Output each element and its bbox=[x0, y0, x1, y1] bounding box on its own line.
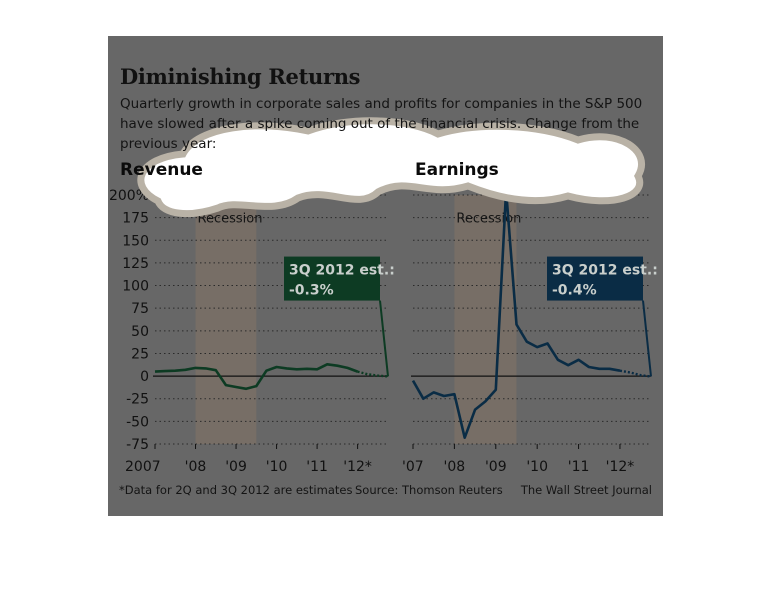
y-tick-label: 125 bbox=[122, 256, 149, 272]
earnings-x-tick-label: '12* bbox=[606, 459, 635, 475]
earnings-callout-box bbox=[547, 256, 643, 301]
footnote: *Data for 2Q and 3Q 2012 are estimates bbox=[119, 483, 353, 497]
y-tick-label: 25 bbox=[131, 346, 149, 362]
revenue-callout-box bbox=[284, 256, 380, 301]
earnings-estimate-line bbox=[619, 369, 652, 378]
revenue-recession-label: Recession bbox=[198, 212, 263, 227]
publisher-credit: The Wall Street Journal bbox=[520, 483, 652, 497]
earnings-x-tick-label: '08 bbox=[444, 459, 466, 475]
y-tick-label: 200% bbox=[109, 188, 149, 204]
source-note: Source: Thomson Reuters bbox=[355, 483, 503, 497]
y-tick-label: 50 bbox=[131, 324, 149, 340]
y-tick-label: 75 bbox=[131, 301, 149, 317]
revenue-callout-value: -0.3% bbox=[289, 283, 334, 299]
y-tick-label: 100 bbox=[122, 279, 149, 295]
earnings-x-tick-label: '11 bbox=[568, 459, 590, 475]
earnings-x-tick-label: '10 bbox=[526, 459, 548, 475]
y-tick-label: -75 bbox=[126, 437, 149, 453]
chart-plots: 200% 175 150 125 100 75 50 25 0 -25 -50 -75 2007 '08 '… bbox=[109, 188, 658, 475]
revenue-estimate-line bbox=[357, 370, 389, 378]
y-tick-label: 150 bbox=[122, 233, 149, 249]
earnings-x-tick-label: '07 bbox=[402, 459, 424, 475]
chart-figure: 200% 175 150 125 100 75 50 25 0 -25 -50 -75 2007 '08 '… bbox=[108, 36, 663, 516]
earnings-panel-title: Earnings bbox=[415, 160, 499, 180]
earnings-callout-label: 3Q 2012 est.: bbox=[552, 263, 658, 279]
revenue-callout-leader bbox=[379, 300, 389, 377]
y-tick-label: 175 bbox=[122, 211, 149, 227]
y-tick-label: -50 bbox=[126, 414, 149, 430]
revenue-recession-band bbox=[195, 195, 257, 444]
chart-subtitle: Quarterly growth in corporate sales and … bbox=[120, 96, 643, 152]
earnings-x-tick-label: '09 bbox=[485, 459, 507, 475]
revenue-x-tick-label: '10 bbox=[266, 459, 288, 475]
y-tick-label: -25 bbox=[126, 392, 149, 408]
earnings-series-line bbox=[411, 189, 621, 439]
chart-title: Diminishing Returns bbox=[120, 64, 361, 89]
earnings-callout-leader bbox=[642, 300, 652, 377]
revenue-x-tick-label: '12* bbox=[343, 459, 372, 475]
revenue-callout-label: 3Q 2012 est.: bbox=[289, 263, 395, 279]
revenue-x-tick-label: '08 bbox=[185, 459, 207, 475]
revenue-x-tick-label: '09 bbox=[225, 459, 247, 475]
y-tick-label: 0 bbox=[140, 369, 149, 385]
occluding-white-cloud bbox=[137, 117, 645, 218]
revenue-series-line bbox=[154, 363, 359, 391]
revenue-panel-title: Revenue bbox=[120, 160, 203, 180]
earnings-callout-value: -0.4% bbox=[552, 283, 597, 299]
revenue-x-tick-label: 2007 bbox=[125, 459, 161, 475]
revenue-x-tick-label: '11 bbox=[306, 459, 328, 475]
